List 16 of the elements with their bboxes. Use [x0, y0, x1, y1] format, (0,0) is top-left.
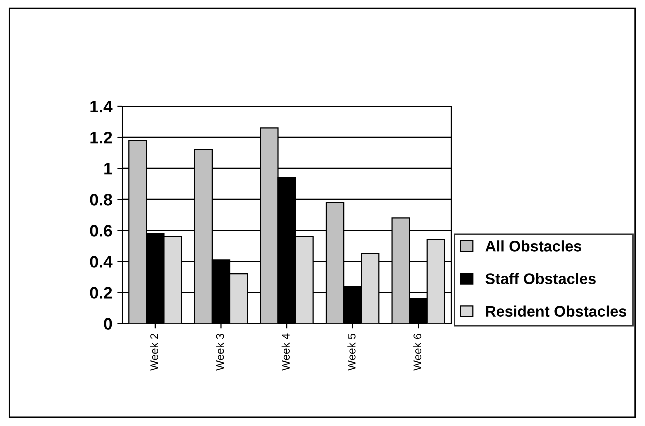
legend-label: Staff Obstacles — [486, 273, 596, 284]
y-tick-label: 1.4 — [90, 101, 113, 113]
y-tick-label: 0.2 — [90, 287, 112, 299]
x-tick-label: Week 3 — [216, 334, 224, 371]
legend-label: Resident Obstacles — [486, 306, 627, 317]
y-tick-label: 0.8 — [90, 194, 112, 206]
legend-label: All Obstacles — [486, 240, 582, 252]
y-tick-label: 1.2 — [90, 132, 112, 144]
y-tick-label: 0.4 — [90, 256, 113, 268]
y-tick-label: 0.6 — [90, 225, 112, 237]
x-tick-label: Week 2 — [150, 334, 158, 371]
y-tick-label: 0 — [104, 318, 112, 330]
y-tick-label: 1 — [104, 163, 112, 175]
x-tick-label: Week 6 — [413, 334, 422, 371]
x-tick-label: Week 5 — [348, 334, 356, 371]
x-tick-label: Week 4 — [282, 334, 290, 371]
